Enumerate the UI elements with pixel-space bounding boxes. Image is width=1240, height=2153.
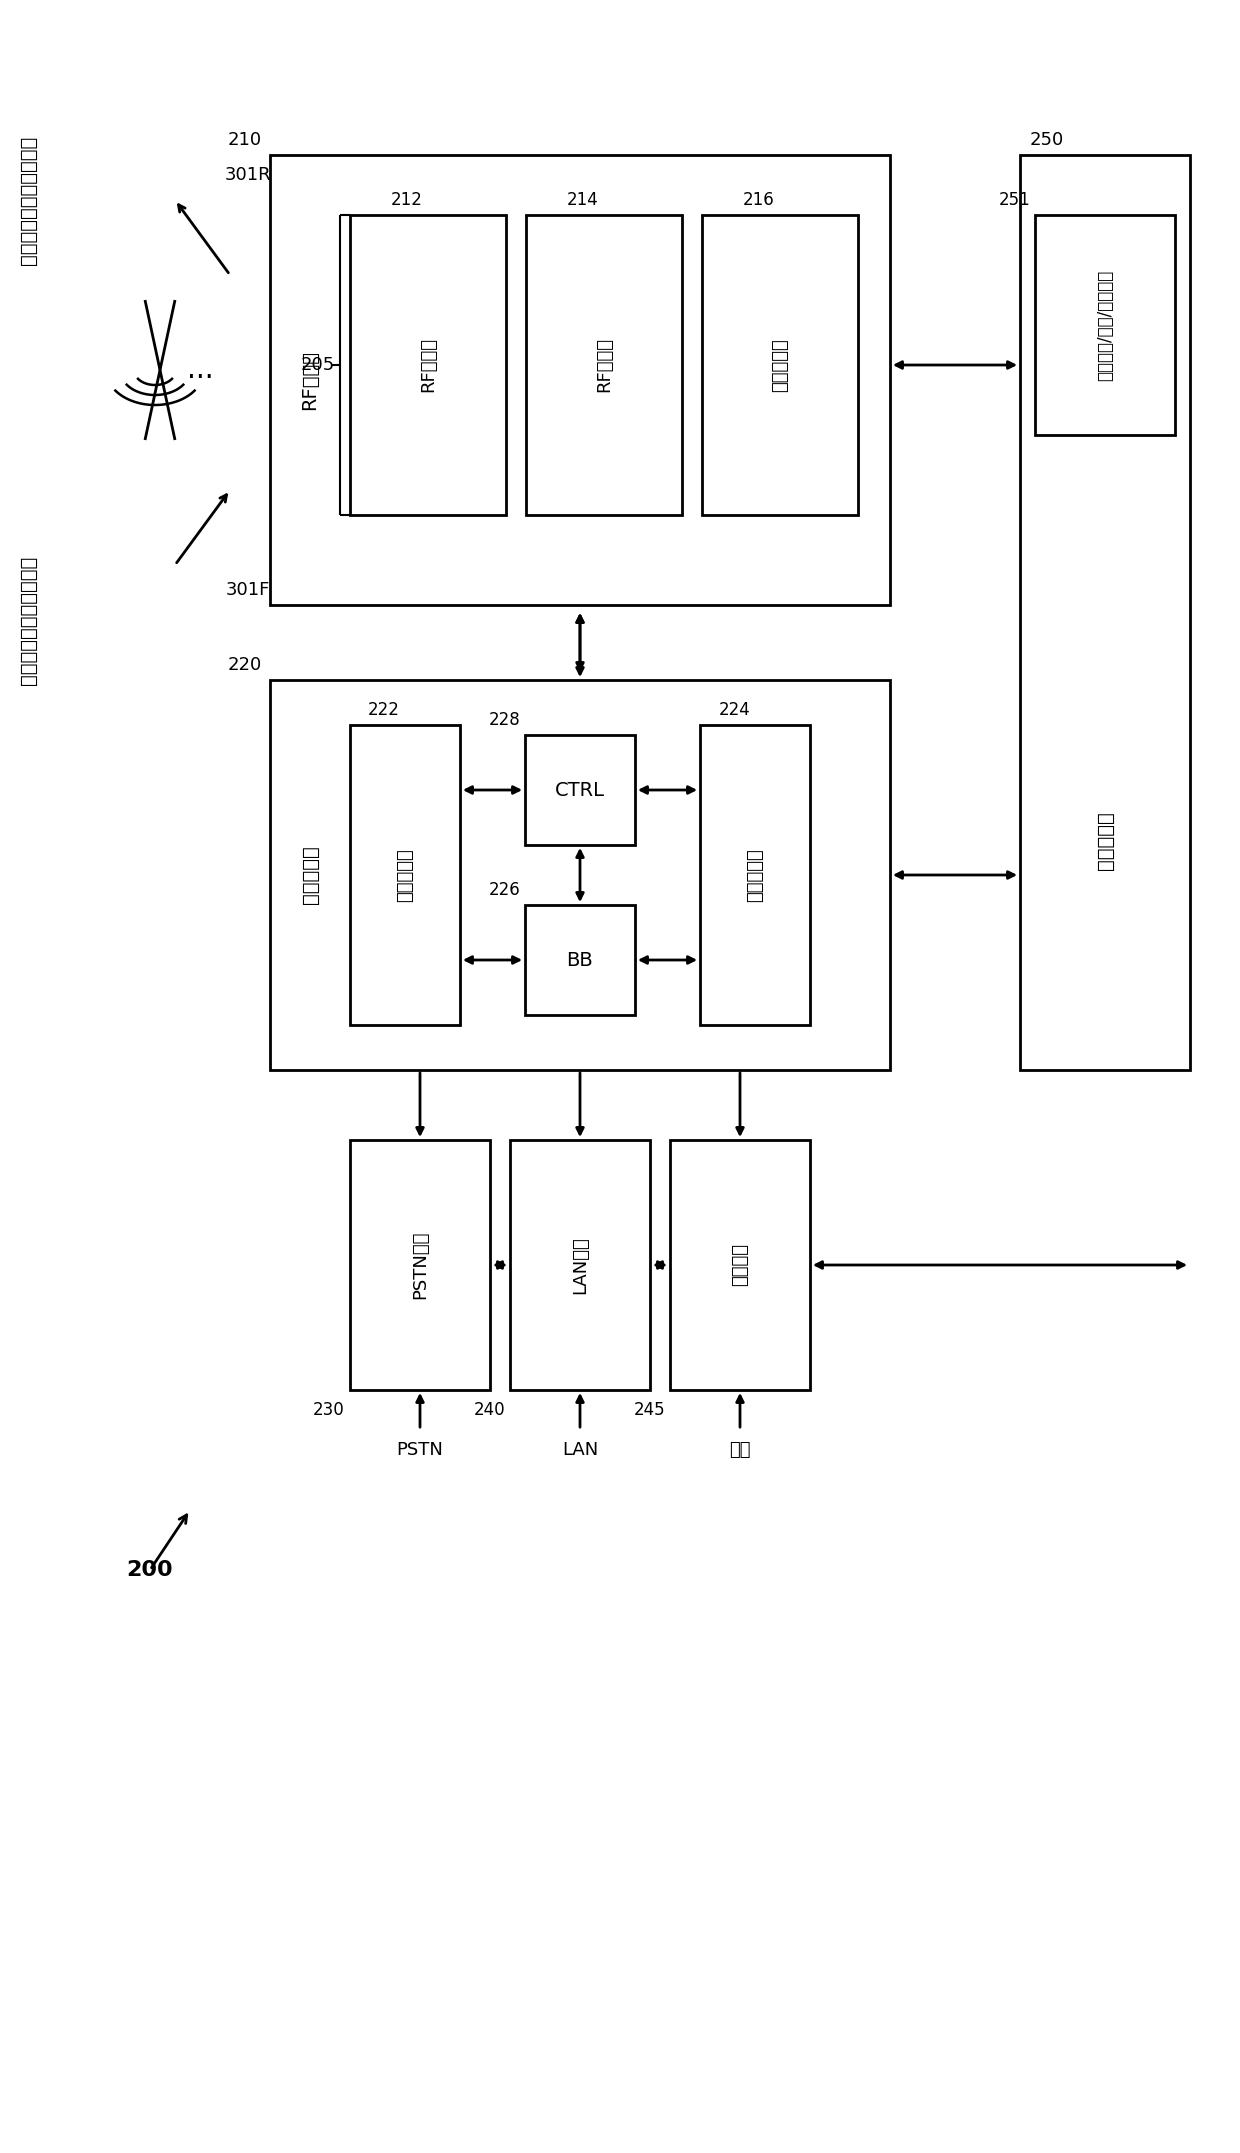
Bar <box>350 726 460 1025</box>
Bar <box>350 215 506 515</box>
Text: 226: 226 <box>489 881 520 900</box>
Text: 301R: 301R <box>224 166 272 183</box>
Bar <box>1021 155 1190 1070</box>
Text: 251: 251 <box>998 192 1030 209</box>
Text: 224: 224 <box>718 702 750 719</box>
Bar <box>702 215 858 515</box>
Text: ...: ... <box>187 355 213 383</box>
Text: 200: 200 <box>126 1561 174 1580</box>
Text: 212: 212 <box>391 192 423 209</box>
Text: CTRL: CTRL <box>556 782 605 799</box>
Text: 250: 250 <box>1030 131 1064 149</box>
Bar <box>525 904 635 1014</box>
Text: 网关: 网关 <box>729 1440 750 1460</box>
Text: 216: 216 <box>743 192 775 209</box>
Text: 网关控制器: 网关控制器 <box>1095 812 1115 870</box>
Bar <box>670 1139 810 1391</box>
Text: 205: 205 <box>301 355 335 375</box>
Text: RF控制器: RF控制器 <box>595 338 613 392</box>
Text: PSTN: PSTN <box>397 1440 444 1460</box>
Text: BB: BB <box>567 949 594 969</box>
Bar <box>526 215 682 515</box>
Text: 本地时间/频率/位置参考: 本地时间/频率/位置参考 <box>1096 269 1114 381</box>
Bar <box>270 680 890 1070</box>
Text: 网关接口: 网关接口 <box>732 1244 749 1287</box>
Text: 245: 245 <box>634 1402 665 1419</box>
Text: LAN: LAN <box>562 1440 598 1460</box>
Text: 220: 220 <box>228 657 262 674</box>
Text: 数字子系统: 数字子系统 <box>300 846 320 904</box>
Bar <box>270 155 890 605</box>
Text: 240: 240 <box>474 1402 505 1419</box>
Text: 数字接收机: 数字接收机 <box>396 848 414 902</box>
Text: 来自卫星的返回馈线链路: 来自卫星的返回馈线链路 <box>19 136 37 265</box>
Text: 230: 230 <box>314 1402 345 1419</box>
Text: 301F: 301F <box>226 581 270 599</box>
Text: RF收发机: RF收发机 <box>419 338 436 392</box>
Bar <box>525 734 635 844</box>
Text: 214: 214 <box>567 192 599 209</box>
Text: 去往卫星的前向馈线链路: 去往卫星的前向馈线链路 <box>19 555 37 685</box>
Bar <box>1035 215 1176 435</box>
Text: 数字发射机: 数字发射机 <box>746 848 764 902</box>
Bar <box>701 726 810 1025</box>
Text: PSTN接口: PSTN接口 <box>410 1232 429 1298</box>
Bar <box>350 1139 490 1391</box>
Text: 228: 228 <box>489 710 520 730</box>
Text: 天线控制器: 天线控制器 <box>771 338 789 392</box>
Text: 222: 222 <box>368 702 401 719</box>
Text: 210: 210 <box>228 131 262 149</box>
Bar <box>510 1139 650 1391</box>
Text: LAN接口: LAN接口 <box>570 1236 589 1294</box>
Text: RF子系统: RF子系统 <box>300 351 320 409</box>
